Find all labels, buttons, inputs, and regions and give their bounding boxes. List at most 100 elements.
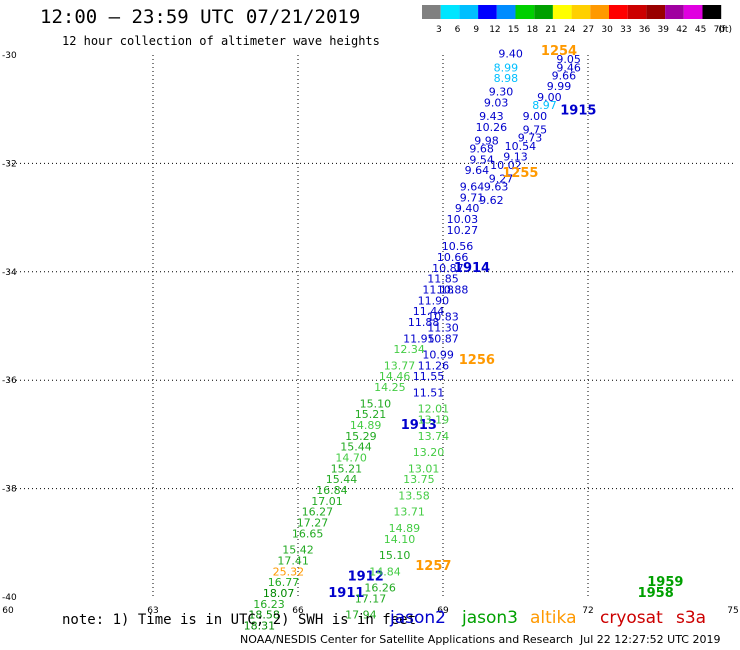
lat-tick-label: -36 (2, 376, 17, 386)
lon-tick-label: 60 (2, 606, 14, 616)
footer-credit: NOAA/NESDIS Center for Satellite Applica… (240, 633, 574, 646)
legend-swatch (552, 5, 572, 19)
swh-value: 13.19 (418, 414, 450, 427)
swh-value: 17.17 (355, 592, 387, 605)
swh-value: 10.26 (476, 121, 508, 134)
lat-tick-label: -34 (2, 268, 17, 278)
legend-swatch (646, 5, 666, 19)
lon-tick-label: 75 (727, 606, 738, 616)
swh-value: 15.42 (282, 544, 314, 557)
swh-value: 10.66 (437, 251, 469, 264)
legend-tick: 21 (545, 25, 556, 35)
swh-value: 25.32 (273, 565, 305, 578)
legend-swatch (571, 5, 591, 19)
swh-value: 9.63 (484, 181, 509, 194)
swh-value: 11.18 (422, 283, 454, 296)
legend-swatch (702, 5, 722, 19)
swh-value: 15.29 (345, 430, 377, 443)
swh-value: 16.65 (292, 527, 324, 540)
lon-tick-label: 63 (147, 606, 158, 616)
page-title: 12:00 – 23:59 UTC 07/21/2019 (40, 6, 361, 28)
swh-value: 11.44 (413, 305, 445, 318)
lon-tick-label: 72 (582, 606, 593, 616)
pass-time-label: 1913 (401, 418, 437, 433)
pass-time-label: 1958 (638, 586, 674, 601)
swh-value: 12.34 (393, 343, 425, 356)
swh-value: 9.62 (479, 194, 504, 207)
legend-swatch (683, 5, 703, 19)
swh-value: 13.01 (408, 462, 440, 475)
swh-value: 9.27 (489, 172, 514, 185)
swh-value: 9.03 (484, 96, 509, 109)
swh-value: 18.58 (248, 609, 280, 622)
swh-value: 14.25 (374, 381, 406, 394)
legend-tick: 39 (658, 25, 670, 35)
swh-value: 9.99 (547, 80, 572, 93)
swh-value: 11.90 (418, 294, 450, 307)
swh-value: 10.03 (447, 213, 479, 226)
pass-time-label: 1254 (541, 44, 577, 59)
lon-tick-label: 66 (292, 606, 304, 616)
legend-swatch (609, 5, 628, 19)
swh-value: 17.01 (311, 495, 343, 508)
pass-time-label: 1914 (454, 261, 490, 276)
swh-value: 18.31 (244, 620, 276, 633)
legend-swatch (627, 5, 647, 19)
swh-value: 16.77 (268, 576, 300, 589)
swh-value: 12.01 (418, 403, 450, 416)
swh-value: 13.75 (403, 473, 435, 486)
swh-value: 9.66 (552, 69, 577, 82)
sat-altika-label: altika (530, 608, 577, 628)
sat-jason3-label: jason3 (462, 608, 518, 628)
pass-time-label: 1915 (560, 104, 596, 119)
swh-value: 9.73 (518, 132, 543, 145)
legend-swatch (590, 5, 609, 19)
swh-value: 9.43 (479, 110, 504, 123)
legend-swatch (422, 5, 441, 19)
swh-value: 15.21 (331, 462, 363, 475)
swh-value: 10.02 (490, 159, 522, 172)
swh-value: 10.27 (447, 224, 479, 237)
swh-value: 9.75 (523, 124, 548, 137)
swh-value: 15.44 (326, 473, 358, 486)
swh-value: 9.00 (523, 110, 548, 123)
swh-value: 16.23 (253, 598, 285, 611)
swh-value: 14.10 (384, 533, 416, 546)
swh-value: 11.55 (413, 370, 445, 383)
pass-time-label: 1255 (502, 166, 538, 181)
swh-value: 16.27 (302, 506, 334, 519)
swh-value: 9.30 (489, 86, 514, 99)
pass-time-label: 1911 (328, 586, 364, 601)
sat-s3a-label: s3a (676, 608, 707, 628)
swh-value: 9.13 (503, 151, 528, 164)
swh-value: 10.87 (427, 332, 459, 345)
legend-swatch (478, 5, 497, 19)
page-subtitle: 12 hour collection of altimeter wave hei… (62, 34, 380, 48)
swh-value: 9.64 (460, 181, 485, 194)
swh-value: 11.85 (427, 273, 459, 286)
legend-tick: 45 (695, 25, 706, 35)
swh-value: 14.46 (379, 370, 411, 383)
swh-value: 9.68 (469, 143, 494, 156)
legend-tick: 27 (583, 25, 594, 35)
pass-time-label: 1257 (415, 559, 451, 574)
swh-value: 9.00 (537, 91, 562, 104)
swh-value: 17.27 (297, 517, 329, 530)
pass-time-label: 1256 (459, 353, 495, 368)
swh-value: 8.99 (494, 61, 519, 74)
swh-value: 8.98 (494, 72, 519, 85)
swh-value: 18.07 (263, 587, 295, 600)
note-text: note: 1) Time is in UTC; 2) SWH is in fe… (62, 612, 417, 628)
legend-tick: 42 (676, 25, 687, 35)
swh-value: 11.30 (427, 321, 459, 334)
swh-value: 13.74 (418, 430, 450, 443)
swh-value: 13.20 (413, 446, 445, 459)
swh-value: 9.40 (498, 48, 523, 61)
legend-tick: 36 (639, 25, 651, 35)
lat-tick-label: -32 (2, 159, 17, 169)
legend-tick: 12 (489, 25, 500, 35)
swh-value: 11.26 (418, 359, 450, 372)
swh-value: 10.99 (422, 349, 454, 362)
lat-tick-label: -38 (2, 485, 17, 495)
swh-value: 8.97 (532, 99, 557, 112)
